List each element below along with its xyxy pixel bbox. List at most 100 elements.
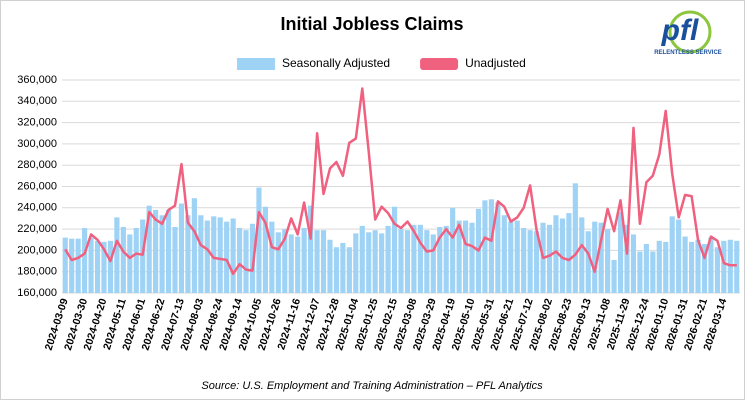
bar	[682, 236, 688, 293]
bar	[282, 229, 288, 293]
bar	[62, 237, 68, 293]
bar	[75, 238, 81, 293]
bar	[340, 242, 346, 293]
bar	[663, 241, 669, 293]
bar	[592, 221, 598, 293]
bar	[275, 232, 281, 293]
bar	[165, 209, 172, 293]
y-tick-label: 280,000	[17, 159, 57, 171]
bar	[379, 233, 385, 293]
bar	[120, 226, 126, 293]
bar	[288, 234, 294, 293]
source: Source: U.S. Employment and Training Adm…	[201, 380, 543, 392]
y-tick-label: 300,000	[17, 138, 57, 150]
bar	[579, 217, 585, 293]
bar	[669, 216, 675, 293]
bar	[501, 215, 507, 293]
bar	[598, 222, 604, 293]
bar	[385, 225, 391, 293]
bar	[372, 230, 378, 293]
bar	[185, 215, 191, 293]
bar	[624, 224, 630, 293]
bar	[333, 247, 340, 293]
bar	[133, 228, 139, 293]
bar	[656, 240, 662, 293]
bar	[714, 247, 720, 293]
bar	[256, 187, 262, 293]
bar	[217, 217, 223, 293]
legend-swatch	[237, 58, 275, 70]
bar	[637, 251, 643, 293]
bar	[107, 240, 114, 293]
bar	[553, 215, 559, 293]
bar	[198, 215, 204, 293]
bar	[482, 200, 488, 293]
bar	[585, 231, 591, 293]
bar	[88, 237, 94, 293]
bar	[114, 217, 120, 293]
bar	[430, 234, 436, 293]
bar	[127, 234, 133, 293]
bar	[605, 229, 611, 293]
bar	[424, 230, 430, 293]
bar	[611, 259, 617, 293]
bar	[308, 205, 314, 293]
bar	[443, 225, 449, 293]
bar	[572, 183, 578, 293]
bar	[82, 228, 88, 293]
y-tick-label: 180,000	[17, 266, 57, 278]
bar	[398, 229, 404, 293]
bar	[391, 206, 398, 293]
bar	[243, 230, 249, 293]
bar	[417, 224, 423, 293]
bar	[249, 223, 256, 293]
bar	[262, 206, 268, 293]
bar	[527, 230, 533, 293]
bar	[69, 238, 75, 293]
bar	[643, 244, 649, 293]
bar	[224, 221, 230, 293]
bar	[178, 203, 185, 293]
bar	[559, 218, 566, 293]
bar	[514, 220, 520, 293]
bar	[230, 218, 236, 293]
bar	[346, 247, 352, 293]
bar	[172, 226, 178, 293]
bar	[269, 221, 275, 293]
bar	[314, 230, 320, 293]
bar	[695, 239, 701, 293]
y-tick-label: 200,000	[17, 244, 57, 256]
bar	[320, 230, 327, 293]
bar	[650, 251, 656, 293]
bar	[94, 240, 101, 293]
bar	[450, 207, 456, 293]
bar	[301, 228, 307, 293]
logo-tagline: RELENTLESS SERVICE	[654, 50, 722, 56]
bar	[101, 241, 107, 293]
legend-label: Unadjusted	[465, 56, 526, 70]
y-tick-label: 240,000	[17, 202, 57, 214]
bar	[153, 209, 159, 293]
bar	[630, 234, 637, 293]
y-tick-label: 160,000	[17, 287, 57, 299]
bar	[359, 225, 365, 293]
bar	[140, 219, 146, 293]
y-tick-label: 340,000	[17, 95, 57, 107]
bar	[488, 199, 494, 293]
bar	[353, 233, 359, 293]
bar	[708, 237, 714, 293]
y-tick-label: 360,000	[17, 74, 57, 86]
bar	[191, 198, 197, 293]
bar	[295, 236, 301, 293]
bar	[469, 222, 475, 293]
bar	[462, 220, 469, 293]
bar	[411, 224, 417, 293]
bar	[508, 221, 514, 293]
legend-swatch	[420, 58, 459, 70]
y-tick-label: 320,000	[17, 117, 57, 129]
legend-label: Seasonally Adjusted	[282, 56, 390, 70]
bar	[617, 212, 624, 293]
bar	[701, 244, 708, 293]
bar	[534, 231, 540, 293]
